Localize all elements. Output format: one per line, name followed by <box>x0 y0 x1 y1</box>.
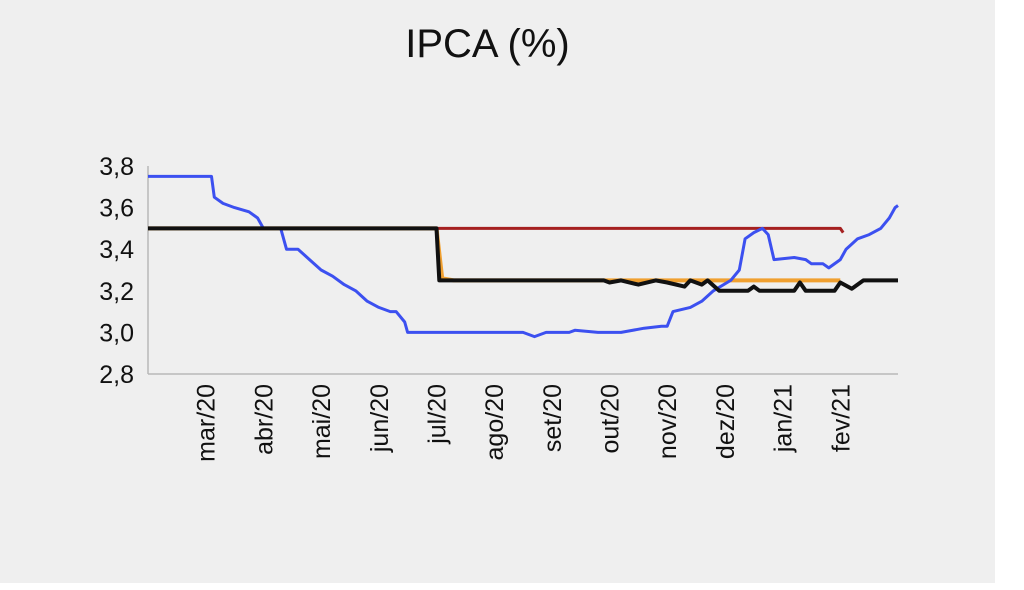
x-tick-label: dez/20 <box>712 384 740 459</box>
x-axis-ticks: mar/20 abr/20 mai/20 jun/20 jul/20 ago/20 set/… <box>193 384 856 462</box>
x-tick-label: mai/20 <box>308 384 336 459</box>
series-line-2 <box>436 226 845 234</box>
x-tick-label: fev/21 <box>827 384 855 452</box>
axes <box>147 166 898 375</box>
y-tick-label: 2,8 <box>99 361 134 389</box>
x-tick-label: mar/20 <box>193 384 221 462</box>
x-tick-label: set/20 <box>539 384 567 452</box>
x-tick-label: jan/21 <box>770 384 798 453</box>
chart-card: IPCA (%) 3,8 3,6 3,4 3,2 3,0 2,8 mar/20 abr/20… <box>0 0 995 583</box>
x-tick-label: ago/20 <box>481 384 509 460</box>
series-line-4 <box>148 226 898 293</box>
x-tick-label: jun/20 <box>366 384 394 453</box>
x-tick-label: jul/20 <box>423 384 451 445</box>
x-tick-label: out/20 <box>597 384 625 454</box>
y-tick-label: 3,0 <box>99 319 134 347</box>
y-tick-label: 3,4 <box>99 236 134 264</box>
line-chart: 3,8 3,6 3,4 3,2 3,0 2,8 mar/20 abr/20 mai/20 jun… <box>99 153 899 462</box>
chart-title: IPCA (%) <box>405 22 570 66</box>
y-tick-label: 3,2 <box>99 278 134 306</box>
x-tick-label: abr/20 <box>250 384 278 455</box>
x-tick-label: nov/20 <box>654 384 682 459</box>
series-line-3 <box>148 174 899 339</box>
y-tick-label: 3,6 <box>99 195 134 223</box>
y-axis-ticks: 3,8 3,6 3,4 3,2 3,0 2,8 <box>99 153 134 389</box>
series-lines <box>148 174 899 339</box>
y-tick-label: 3,8 <box>99 153 134 181</box>
